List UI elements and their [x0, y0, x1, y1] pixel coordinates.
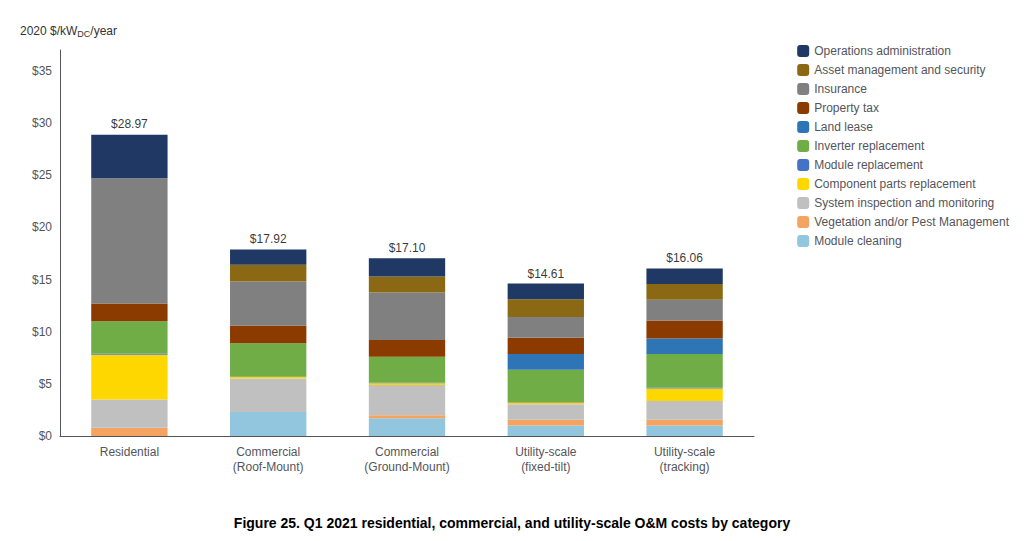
svg-text:(Ground-Mount): (Ground-Mount)	[364, 460, 449, 474]
svg-text:Module cleaning: Module cleaning	[814, 234, 901, 248]
svg-text:Module replacement: Module replacement	[814, 158, 923, 172]
svg-text:$25: $25	[32, 168, 52, 182]
svg-text:$0: $0	[39, 429, 53, 443]
svg-text:$14.61: $14.61	[527, 267, 564, 281]
svg-text:Property tax: Property tax	[814, 101, 879, 115]
svg-text:Component parts replacement: Component parts replacement	[814, 177, 976, 191]
svg-text:Figure 25. Q1 2021 residential: Figure 25. Q1 2021 residential, commerci…	[234, 515, 791, 531]
svg-text:$20: $20	[32, 220, 52, 234]
svg-text:$30: $30	[32, 116, 52, 130]
svg-text:Commercial: Commercial	[375, 445, 439, 459]
svg-text:(fixed-tilt): (fixed-tilt)	[521, 460, 570, 474]
svg-text:$16.06: $16.06	[666, 251, 703, 265]
svg-text:$17.92: $17.92	[250, 232, 287, 246]
svg-text:$35: $35	[32, 64, 52, 78]
svg-text:$28.97: $28.97	[111, 117, 148, 131]
svg-text:(Roof-Mount): (Roof-Mount)	[233, 460, 304, 474]
svg-text:(tracking): (tracking)	[660, 460, 710, 474]
svg-text:$15: $15	[32, 273, 52, 287]
svg-text:2020 $/kW: 2020 $/kW	[20, 24, 78, 38]
svg-text:Residential: Residential	[100, 445, 159, 459]
svg-text:$10: $10	[32, 325, 52, 339]
svg-text:Insurance: Insurance	[814, 82, 867, 96]
svg-text:/year: /year	[90, 24, 117, 38]
svg-text:DC: DC	[77, 29, 90, 39]
svg-text:Commercial: Commercial	[236, 445, 300, 459]
svg-text:Asset management and security: Asset management and security	[814, 63, 985, 77]
svg-text:$17.10: $17.10	[389, 241, 426, 255]
svg-text:Vegetation and/or Pest Managem: Vegetation and/or Pest Management	[814, 215, 1009, 229]
svg-text:System inspection and monitori: System inspection and monitoring	[814, 196, 994, 210]
svg-text:Inverter replacement: Inverter replacement	[814, 139, 925, 153]
svg-text:Utility-scale: Utility-scale	[515, 445, 577, 459]
svg-text:$5: $5	[39, 377, 53, 391]
svg-text:Utility-scale: Utility-scale	[654, 445, 716, 459]
svg-text:Land lease: Land lease	[814, 120, 873, 134]
svg-text:Operations administration: Operations administration	[814, 44, 951, 58]
